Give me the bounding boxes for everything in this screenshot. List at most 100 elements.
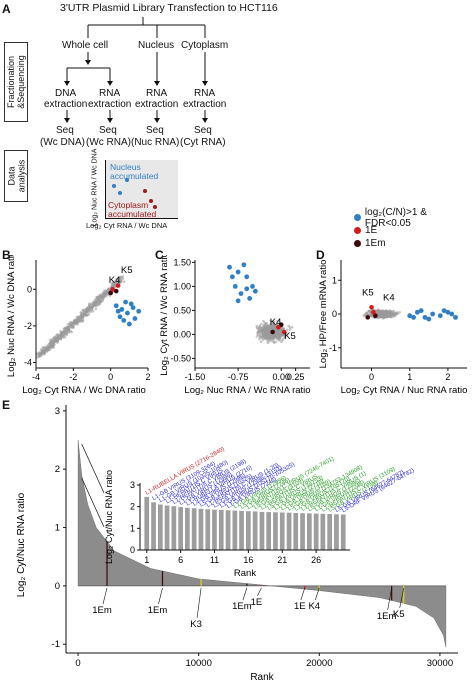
- data-point-gray: [290, 325, 294, 329]
- data-point-significant: [235, 298, 241, 304]
- data-point-significant: [117, 314, 123, 320]
- rank-marker-leader: [387, 587, 392, 611]
- data-point-gray: [102, 294, 106, 297]
- data-point-gray: [259, 330, 262, 334]
- inset-bar: [191, 508, 197, 550]
- scatter-plot-c: -1.50 -0.75 0.000.25-0.500.000.501.001.50K…: [159, 255, 311, 396]
- y-tick-label: 1.00: [173, 281, 191, 291]
- inset-bar: [300, 513, 305, 550]
- data-point-significant: [449, 311, 455, 317]
- data-point-gray: [287, 324, 290, 328]
- data-point-1em: [270, 329, 275, 335]
- rank-marker-leader: [315, 587, 320, 601]
- data-point-significant: [130, 305, 136, 310]
- inset-y-tick-label: 0: [130, 545, 135, 555]
- inset-bar: [205, 509, 211, 550]
- col4-sample: (Cyt RNA): [180, 137, 226, 148]
- data-point-gray: [94, 300, 97, 303]
- schematic-xlabel: Log₂ Cyt RNA / Wc DNA: [86, 221, 168, 230]
- data-point-gray: [264, 337, 268, 340]
- inset-bar: [246, 511, 251, 550]
- x-tick-label: -2: [69, 372, 77, 382]
- fraction-nucleus: Nucleus: [138, 40, 175, 51]
- data-point-significant: [125, 310, 130, 316]
- inset-bar: [171, 506, 177, 550]
- inset-x-tick-label: 6: [178, 555, 183, 565]
- data-point-gray: [97, 295, 101, 299]
- data-point-significant: [119, 307, 125, 312]
- inset-bar: [232, 510, 238, 550]
- inset-bar: [320, 513, 326, 550]
- data-point-gray: [66, 323, 70, 326]
- inset-bar: [293, 513, 299, 550]
- rank-marker-leader: [300, 587, 306, 601]
- data-point-significant: [132, 316, 138, 321]
- data-point-gray: [258, 337, 261, 341]
- inset-y-tick-label: 2: [130, 502, 135, 512]
- data-point-gray: [101, 297, 105, 300]
- data-point-gray: [269, 319, 272, 323]
- data-point-gray: [70, 330, 73, 334]
- data-point-gray: [281, 337, 285, 341]
- point-annotation: K5: [284, 331, 296, 342]
- inset-bar: [218, 509, 224, 550]
- data-point-significant: [113, 303, 119, 309]
- data-point-gray: [52, 340, 56, 344]
- inset-bar: [252, 511, 258, 550]
- panel-c-letter: C: [155, 248, 164, 262]
- inset-bar: [158, 504, 163, 550]
- inset-x-axis-label: Rank: [234, 568, 256, 579]
- data-point-gray: [87, 310, 90, 313]
- x-tick-label: -1.50: [185, 372, 206, 382]
- data-point-significant: [235, 269, 241, 275]
- data-point-gray: [121, 275, 125, 278]
- data-point-gray: [88, 307, 91, 310]
- data-point-1em: [113, 288, 119, 294]
- data-point-significant: [238, 291, 244, 296]
- inset-bar: [286, 512, 292, 550]
- point-annotation: K4: [270, 317, 282, 328]
- col2-seq: Seq: [99, 125, 117, 136]
- rank-marker-label: 1Em: [232, 601, 252, 612]
- data-point-gray: [63, 332, 67, 336]
- data-point-gray: [98, 301, 102, 304]
- data-point-gray: [268, 339, 272, 343]
- col4-extraction-a: RNA: [194, 88, 216, 99]
- data-point-significant: [115, 308, 121, 314]
- data-point-1e: [110, 286, 115, 292]
- y-tick-label: 0: [55, 581, 60, 592]
- inset-bar: [144, 496, 150, 550]
- data-point-gray: [275, 322, 279, 326]
- inset-x-tick-label: 16: [243, 555, 253, 565]
- schematic-cytoplasm-1: Cytoplasm: [108, 200, 149, 210]
- inset-connector: [81, 477, 105, 528]
- inset-x-tick-label: 1: [144, 555, 149, 565]
- inset-x-tick-label: 26: [311, 555, 321, 565]
- y-axis-label: Log₂ Nuc RNA / Wc DNA ratio: [6, 255, 17, 377]
- schematic-nucleus-1: Nucleus: [110, 162, 141, 172]
- data-point-gray: [394, 314, 397, 317]
- x-tick-label: 0: [108, 372, 113, 382]
- data-point-1e: [276, 324, 281, 330]
- data-point-gray: [115, 277, 118, 281]
- data-point-significant: [418, 308, 424, 314]
- panel-d-letter: D: [316, 248, 325, 262]
- data-point-significant: [121, 318, 127, 323]
- schematic-dot-red-1: [143, 189, 147, 193]
- data-point-gray: [262, 332, 266, 335]
- panel-a-letter: A: [2, 2, 11, 16]
- data-point-gray: [119, 279, 122, 283]
- data-point-gray: [41, 348, 44, 351]
- data-point-gray: [263, 321, 266, 325]
- y-axis-label: Log₂ Cyt/Nuc RNA ratio: [16, 492, 27, 597]
- data-point-gray: [285, 328, 289, 332]
- inset-bar: [239, 511, 244, 550]
- data-point-gray: [61, 330, 64, 334]
- x-tick-label: 2: [445, 372, 450, 382]
- col1-extraction-b: extraction: [44, 99, 88, 110]
- data-point-gray: [50, 338, 53, 341]
- data-point-gray: [384, 314, 388, 318]
- data-point-gray: [390, 311, 394, 314]
- x-tick-label: 0.25: [287, 372, 305, 382]
- data-point-significant: [411, 314, 416, 320]
